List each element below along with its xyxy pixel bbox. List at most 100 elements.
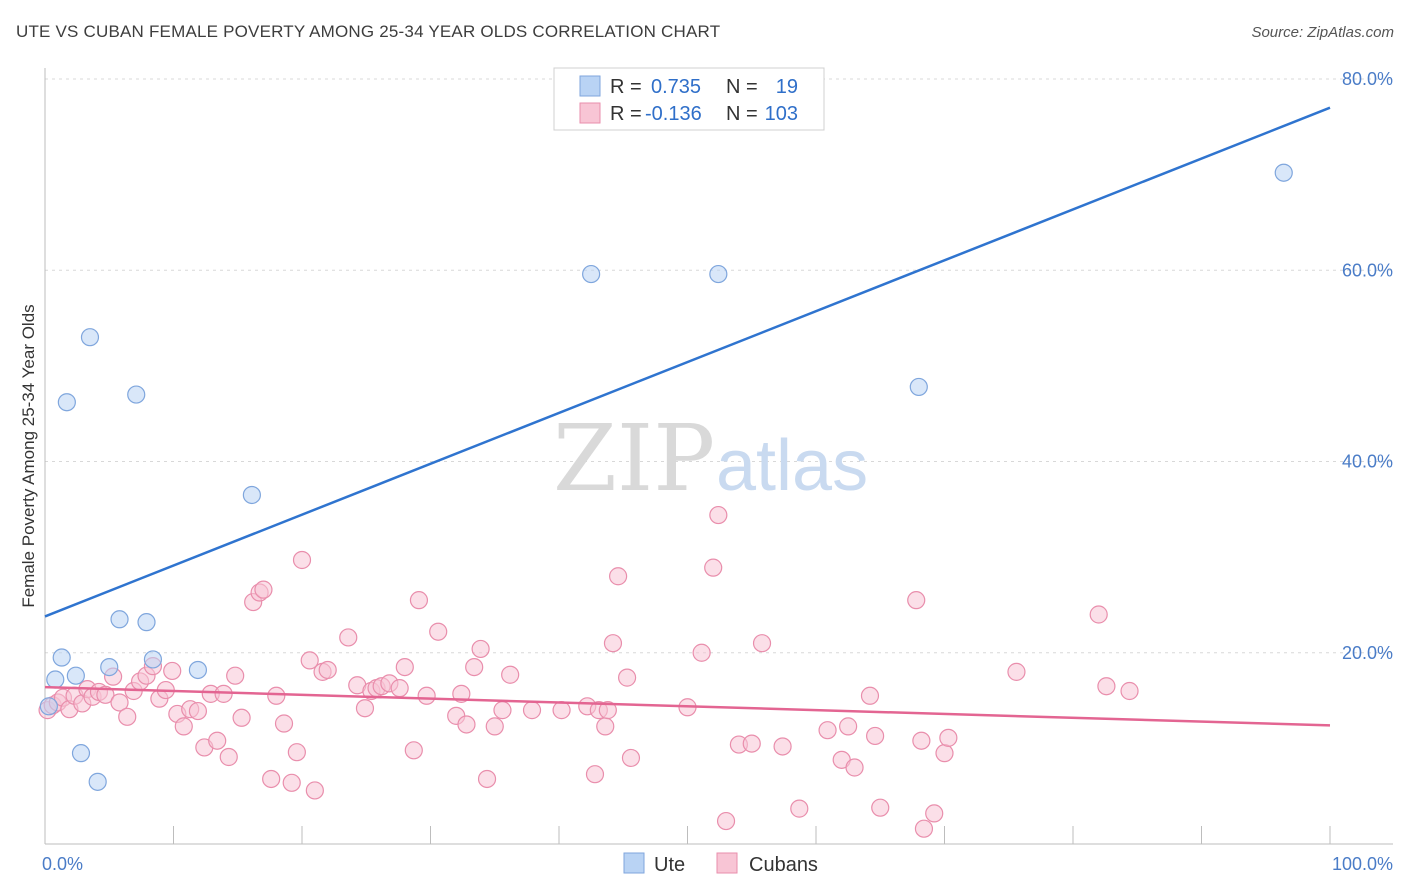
ute-point — [80, 328, 100, 347]
cubans-point — [935, 744, 954, 763]
chart-title: UTE VS CUBAN FEMALE POVERTY AMONG 25-34 … — [16, 22, 721, 41]
legend-r-value-cubans: -0.136 — [645, 103, 702, 125]
cubans-point — [925, 804, 944, 823]
bottom-legend-label-ute: Ute — [654, 854, 685, 876]
cubans-point — [96, 685, 115, 704]
cubans-point — [866, 726, 885, 746]
bottom-legend-label-cubans: Cubans — [749, 854, 818, 876]
ute-point — [71, 744, 91, 763]
cubans-point — [552, 701, 571, 720]
cubans-point — [704, 558, 723, 577]
cubans-point — [839, 717, 858, 736]
legend-r-label-cubans: R = — [610, 103, 642, 125]
cubans-point — [1120, 681, 1139, 701]
bottom-legend-swatch-cubans — [716, 852, 738, 874]
cubans-point — [390, 679, 409, 698]
cubans-point — [110, 693, 129, 712]
cubans-point — [493, 701, 512, 720]
cubans-point — [282, 773, 301, 792]
cubans-point — [300, 651, 319, 670]
cubans-point — [477, 769, 497, 789]
y-tick-labels: 20.0% 40.0% 60.0% 80.0% — [1342, 69, 1393, 663]
cubans-point — [404, 741, 423, 760]
cubans-point — [709, 505, 728, 525]
cubans-trend-line — [44, 685, 1331, 727]
trend-lines — [44, 106, 1331, 727]
legend-swatch-cubans — [579, 102, 601, 124]
cubans-point — [208, 731, 227, 750]
cubans-point — [188, 701, 208, 721]
ute-point — [46, 670, 65, 689]
watermark: ZIP atlas — [553, 405, 868, 512]
cubans-point — [355, 699, 375, 718]
cubans-point — [409, 591, 429, 610]
cubans-point — [305, 781, 324, 800]
legend-r-label-ute: R = — [610, 76, 642, 98]
legend-swatch-ute — [579, 75, 601, 97]
cubans-point — [939, 728, 958, 747]
y-tick-label: 60.0% — [1342, 260, 1393, 280]
ute-point — [52, 648, 71, 667]
cubans-point — [692, 643, 711, 662]
source-label: Source: ZipAtlas.com — [1251, 24, 1394, 41]
ute-point — [188, 660, 208, 680]
watermark-atlas: atlas — [716, 426, 868, 506]
cubans-point — [339, 628, 358, 647]
ute-trend-line — [44, 106, 1331, 618]
ute-point — [57, 393, 76, 412]
y-tick-label: 40.0% — [1342, 452, 1393, 472]
cubans-point — [318, 660, 337, 680]
cubans-point — [790, 799, 809, 818]
cubans-point — [912, 731, 931, 750]
cubans-point — [716, 811, 736, 831]
ute-point — [709, 264, 728, 284]
cubans-point — [598, 701, 617, 720]
x-tick-label: 100.0% — [1332, 854, 1393, 874]
y-tick-label: 80.0% — [1342, 69, 1393, 89]
cubans-point — [773, 737, 792, 756]
cubans-point — [267, 686, 286, 705]
cubans-point — [907, 591, 926, 610]
cubans-point — [1007, 662, 1026, 681]
cubans-point — [618, 668, 637, 687]
ute-point — [39, 697, 58, 716]
cubans-point — [609, 567, 628, 586]
cubans-point — [219, 747, 238, 767]
legend-n-label-cubans: N = — [726, 103, 758, 125]
cubans-point — [845, 758, 864, 777]
cubans-point — [742, 734, 761, 753]
axes — [44, 68, 1393, 845]
cubans-point — [752, 634, 772, 653]
x-tick-labels: 0.0% 100.0% — [42, 854, 1393, 874]
cubans-point — [292, 550, 312, 570]
ute-point — [100, 657, 119, 677]
ute-point — [66, 666, 85, 685]
cubans-point — [163, 661, 182, 681]
ute-points — [39, 163, 1293, 791]
cubans-point — [860, 686, 880, 705]
cubans-point — [596, 717, 615, 736]
ute-point — [88, 772, 107, 791]
bottom-legend-swatch-ute — [623, 852, 645, 874]
y-tick-label: 20.0% — [1342, 643, 1393, 663]
ute-point — [143, 650, 163, 669]
cubans-point — [603, 634, 623, 653]
cubans-point — [465, 657, 484, 677]
cubans-point — [871, 798, 890, 817]
ute-point — [582, 264, 601, 284]
cubans-point — [914, 819, 934, 838]
ute-point — [242, 485, 261, 505]
watermark-zip: ZIP — [553, 405, 715, 512]
legend-n-label-ute: N = — [726, 76, 758, 98]
cubans-point — [417, 686, 436, 705]
ute-point — [110, 610, 129, 629]
series-legend: Ute Cubans — [623, 852, 818, 876]
ute-point — [137, 613, 156, 632]
cubans-point — [174, 717, 193, 736]
stats-legend: R = 0.735 N = 19 R = -0.136 N = 103 — [553, 67, 825, 131]
cubans-point — [262, 769, 281, 789]
cubans-point — [818, 721, 837, 740]
cubans-point — [254, 580, 273, 599]
legend-r-value-ute: 0.735 — [651, 76, 701, 98]
